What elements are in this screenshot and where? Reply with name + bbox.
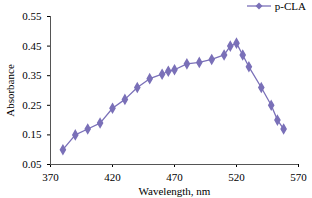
svg-text:0.15: 0.15 bbox=[22, 128, 42, 140]
svg-text:0.25: 0.25 bbox=[22, 99, 42, 111]
svg-text:370: 370 bbox=[42, 171, 59, 183]
svg-text:520: 520 bbox=[228, 171, 245, 183]
svg-text:420: 420 bbox=[104, 171, 121, 183]
svg-text:0.55: 0.55 bbox=[22, 10, 42, 22]
svg-text:Absorbance: Absorbance bbox=[4, 64, 16, 117]
svg-text:470: 470 bbox=[166, 171, 183, 183]
svg-text:0.05: 0.05 bbox=[22, 158, 42, 170]
html-text:p-CLA: p-CLA bbox=[274, 0, 306, 12]
svg-text:0.45: 0.45 bbox=[22, 40, 42, 52]
svg-text:Wavelength, nm: Wavelength, nm bbox=[139, 185, 211, 197]
svg-text:0.35: 0.35 bbox=[22, 69, 42, 81]
svg-text:570: 570 bbox=[290, 171, 307, 183]
